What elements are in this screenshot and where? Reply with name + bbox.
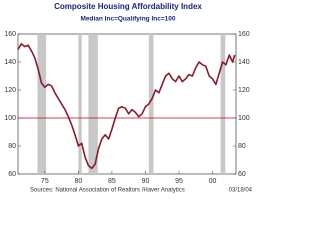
y-tick-label: 100 bbox=[4, 115, 16, 122]
y2-tick-label: 60 bbox=[238, 171, 246, 178]
recession-band bbox=[88, 34, 98, 174]
plot-area bbox=[17, 33, 237, 175]
x-tick-label: 80 bbox=[74, 178, 82, 185]
recession-band bbox=[148, 34, 154, 174]
y-tick-label: 120 bbox=[4, 87, 16, 94]
recession-band bbox=[78, 34, 82, 174]
y2-tick-label: 80 bbox=[238, 143, 246, 150]
chart-title: Composite Housing Affordability Index bbox=[54, 2, 202, 11]
date-stamp: 03/18/04 bbox=[229, 188, 253, 194]
series-line bbox=[17, 43, 236, 170]
recession-band bbox=[37, 34, 47, 174]
y-tick-label: 80 bbox=[8, 143, 16, 150]
x-tick-label: 00 bbox=[209, 178, 217, 185]
y-tick-label: 60 bbox=[8, 171, 16, 178]
chart-subtitle: Median Inc=Qualifying Inc=100 bbox=[80, 16, 175, 23]
x-tick-label: 95 bbox=[175, 178, 183, 185]
x-tick-label: 75 bbox=[41, 178, 49, 185]
recession-band bbox=[220, 34, 226, 174]
y2-tick-label: 160 bbox=[238, 31, 250, 38]
x-tick-label: 90 bbox=[142, 178, 150, 185]
chart: Composite Housing Affordability Index Me… bbox=[4, 2, 253, 194]
y2-tick-label: 140 bbox=[238, 59, 250, 66]
source-note: Sources: National Association of Realtor… bbox=[30, 188, 185, 194]
x-tick-label: 85 bbox=[108, 178, 116, 185]
y2-tick-label: 120 bbox=[238, 87, 250, 94]
y-tick-label: 140 bbox=[4, 59, 16, 66]
y-tick-label: 160 bbox=[4, 31, 16, 38]
y2-tick-label: 100 bbox=[238, 115, 250, 122]
